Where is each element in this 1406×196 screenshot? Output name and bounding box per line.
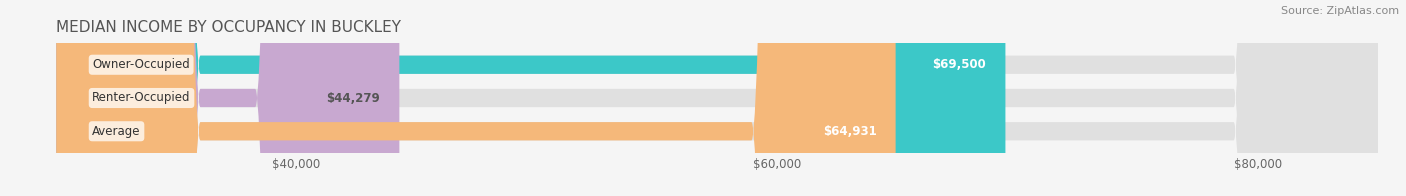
Text: Average: Average: [93, 125, 141, 138]
Text: $64,931: $64,931: [823, 125, 876, 138]
FancyBboxPatch shape: [56, 0, 1378, 196]
FancyBboxPatch shape: [56, 0, 1378, 196]
Text: Source: ZipAtlas.com: Source: ZipAtlas.com: [1281, 6, 1399, 16]
FancyBboxPatch shape: [56, 0, 1005, 196]
FancyBboxPatch shape: [56, 0, 1378, 196]
FancyBboxPatch shape: [56, 0, 896, 196]
Text: $44,279: $44,279: [326, 92, 380, 104]
Text: MEDIAN INCOME BY OCCUPANCY IN BUCKLEY: MEDIAN INCOME BY OCCUPANCY IN BUCKLEY: [56, 20, 401, 35]
Text: Renter-Occupied: Renter-Occupied: [93, 92, 191, 104]
FancyBboxPatch shape: [56, 0, 399, 196]
Text: Owner-Occupied: Owner-Occupied: [93, 58, 190, 71]
Text: $69,500: $69,500: [932, 58, 986, 71]
